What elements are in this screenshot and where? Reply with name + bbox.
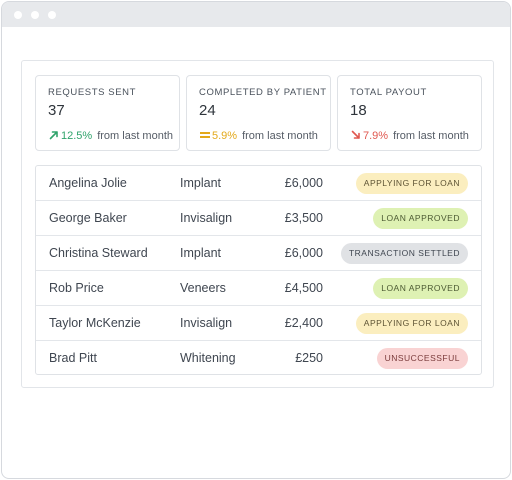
arrow-up-right-icon <box>49 131 58 140</box>
patient-name: George Baker <box>49 211 127 225</box>
stat-value: 37 <box>48 102 65 119</box>
amount: £250 <box>295 351 323 365</box>
treatment: Implant <box>180 246 221 260</box>
amount: £4,500 <box>284 281 323 295</box>
stat-trend: 7.9% from last month <box>350 129 469 142</box>
table-row[interactable]: Christina Steward Implant £6,000 TRANSAC… <box>36 236 481 271</box>
amount: £3,500 <box>284 211 323 225</box>
status-badge: APPLYING FOR LOAN <box>355 313 468 334</box>
treatment: Whitening <box>180 351 236 365</box>
trend-percentage: 12.5% <box>61 130 93 142</box>
status-badge: APPLYING FOR LOAN <box>355 173 468 194</box>
status-badge: TRANSACTION SETTLED <box>340 243 468 264</box>
table-row[interactable]: Rob Price Veneers £4,500 LOAN APPROVED <box>36 271 481 306</box>
table-row[interactable]: Angelina Jolie Implant £6,000 APPLYING F… <box>36 166 481 201</box>
amount: £6,000 <box>284 246 323 260</box>
dashboard-panel: REQUESTS SENT 37 12.5% from last month CO… <box>21 60 494 388</box>
table-row[interactable]: George Baker Invisalign £3,500 LOAN APPR… <box>36 201 481 236</box>
stat-label: TOTAL PAYOUT <box>350 87 427 98</box>
status-badge: LOAN APPROVED <box>373 208 468 229</box>
trend-percentage: 5.9% <box>212 130 238 142</box>
patient-name: Rob Price <box>49 281 104 295</box>
arrow-down-right-icon <box>351 130 360 139</box>
stat-trend: 5.9% from last month <box>199 129 318 142</box>
trend-caption: from last month <box>242 130 318 142</box>
treatment: Invisalign <box>180 316 233 330</box>
amount: £2,400 <box>284 316 323 330</box>
patient-name: Brad Pitt <box>49 351 97 365</box>
patient-name: Taylor McKenzie <box>49 316 141 330</box>
table-row[interactable]: Brad Pitt Whitening £250 UNSUCCESSFUL <box>36 341 481 374</box>
trend-caption: from last month <box>393 130 469 142</box>
trend-percentage: 7.9% <box>363 130 389 142</box>
status-badge: UNSUCCESSFUL <box>376 348 468 369</box>
stat-value: 24 <box>199 102 216 119</box>
stat-label: REQUESTS SENT <box>48 87 137 98</box>
trend-caption: from last month <box>97 130 174 142</box>
treatment: Invisalign <box>180 211 233 225</box>
patient-name: Christina Steward <box>49 246 148 260</box>
stat-card-total-payout: TOTAL PAYOUT 18 7.9% from last month <box>337 75 482 151</box>
window-close-dot[interactable] <box>14 11 22 19</box>
stat-value: 18 <box>350 102 367 119</box>
stat-card-requests-sent: REQUESTS SENT 37 12.5% from last month <box>35 75 180 151</box>
treatment: Implant <box>180 176 221 190</box>
title-bar <box>2 2 510 27</box>
amount: £6,000 <box>284 176 323 190</box>
patient-name: Angelina Jolie <box>49 176 127 190</box>
table-row[interactable]: Taylor McKenzie Invisalign £2,400 APPLYI… <box>36 306 481 341</box>
equals-icon <box>200 132 210 138</box>
stat-card-completed-by-patient: COMPLETED BY PATIENT 24 5.9% from last mo… <box>186 75 331 151</box>
patients-table: Angelina Jolie Implant £6,000 APPLYING F… <box>35 165 482 375</box>
stat-label: COMPLETED BY PATIENT <box>199 87 327 98</box>
stats-cards: REQUESTS SENT 37 12.5% from last month CO… <box>35 75 482 151</box>
window-maximize-dot[interactable] <box>48 11 56 19</box>
status-badge: LOAN APPROVED <box>373 278 468 299</box>
window-minimize-dot[interactable] <box>31 11 39 19</box>
stat-trend: 12.5% from last month <box>48 129 173 142</box>
treatment: Veneers <box>180 281 226 295</box>
